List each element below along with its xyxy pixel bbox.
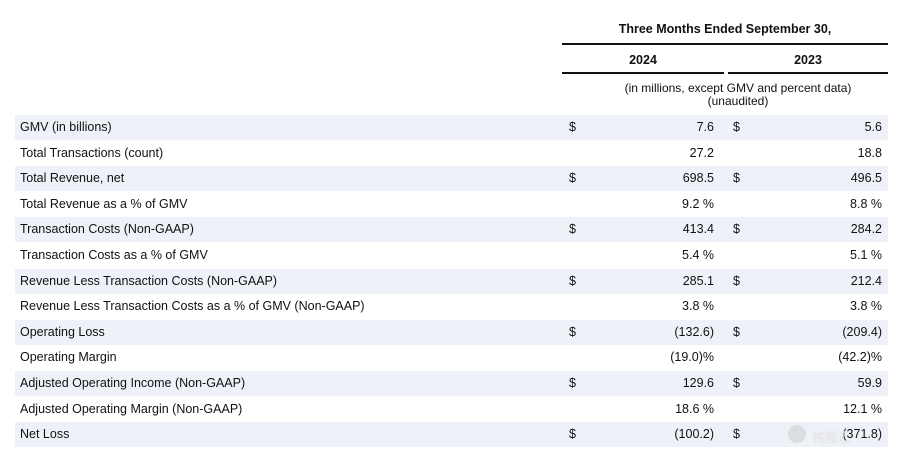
value-2023: (371.8) bbox=[842, 427, 882, 442]
value-2024: 18.6 % bbox=[675, 401, 714, 416]
value-2024: (132.6) bbox=[674, 324, 714, 339]
value-2024: (100.2) bbox=[674, 427, 714, 442]
row-label: Operating Loss bbox=[20, 324, 105, 339]
table-row: Operating Margin (19.0)% (42.2)% bbox=[15, 345, 888, 370]
table-row: Adjusted Operating Margin (Non-GAAP) 18.6… bbox=[15, 397, 888, 422]
table-row: Revenue Less Transaction Costs as a % of… bbox=[15, 294, 888, 319]
table-row: Total Transactions (count) 27.2 18.8 bbox=[15, 141, 888, 166]
value-2023: 18.8 bbox=[857, 145, 882, 160]
column-header-2024: 2024 bbox=[629, 53, 657, 67]
table-row: Total Revenue, net $698.5 $496.5 bbox=[15, 166, 888, 192]
currency-2024: $ bbox=[569, 120, 576, 134]
currency-2024: $ bbox=[569, 171, 576, 186]
table-row: Revenue Less Transaction Costs (Non-GAAP… bbox=[15, 268, 888, 294]
value-2024: 3.8 % bbox=[682, 299, 714, 314]
value-2023: 12.1 % bbox=[843, 401, 882, 416]
table-row: Operating Loss $ (132.6) $ (209.4) bbox=[15, 319, 888, 345]
table-row: GMV (in billions) $7.6 $5.6 bbox=[15, 115, 888, 140]
value-2023: 3.8 % bbox=[850, 299, 882, 314]
value-2023: 59.9 bbox=[857, 376, 882, 390]
currency-2024: $ bbox=[569, 324, 576, 339]
value-2024: 413.4 bbox=[682, 222, 714, 237]
row-label: Total Transactions (count) bbox=[20, 145, 164, 160]
row-label: Total Revenue as a % of GMV bbox=[20, 196, 188, 211]
value-2024: 5.4 % bbox=[682, 248, 714, 262]
row-label: Net Loss bbox=[20, 427, 70, 442]
currency-2023: $ bbox=[733, 273, 740, 288]
currency-2023: $ bbox=[733, 120, 740, 134]
currency-2023: $ bbox=[733, 427, 740, 442]
units-note-line1: (in millions, except GMV and percent dat… bbox=[624, 81, 852, 95]
units-note: (in millions, except GMV and percent dat… bbox=[588, 82, 888, 108]
currency-2024: $ bbox=[569, 222, 576, 237]
period-header: Three Months Ended September 30, bbox=[618, 22, 832, 36]
value-2023: (209.4) bbox=[842, 324, 882, 339]
watermark-logo-icon bbox=[788, 425, 806, 443]
currency-2023: $ bbox=[733, 324, 740, 339]
currency-2024: $ bbox=[569, 376, 576, 390]
value-2023: (42.2)% bbox=[838, 350, 882, 365]
column-rule-2023 bbox=[728, 72, 888, 74]
value-2023: 496.5 bbox=[850, 171, 882, 186]
value-2024: 698.5 bbox=[682, 171, 714, 186]
value-2024: 129.6 bbox=[682, 376, 714, 390]
row-label: Revenue Less Transaction Costs (Non-GAAP… bbox=[20, 273, 278, 288]
row-label: Total Revenue, net bbox=[20, 171, 125, 186]
table-row: Transaction Costs as a % of GMV 5.4 % 5.1 … bbox=[15, 243, 888, 268]
currency-2023: $ bbox=[733, 222, 740, 237]
value-2023: 5.6 bbox=[864, 120, 882, 134]
value-2024: 27.2 bbox=[689, 145, 714, 160]
value-2023: 5.1 % bbox=[850, 248, 882, 262]
column-header-2023: 2023 bbox=[794, 53, 822, 67]
table-row: Adjusted Operating Income (Non-GAAP) $129… bbox=[15, 371, 888, 396]
value-2024: 285.1 bbox=[682, 273, 714, 288]
currency-2024: $ bbox=[569, 427, 576, 442]
currency-2023: $ bbox=[733, 376, 740, 390]
table-row: Net Loss $ (100.2) $ (371.8) bbox=[15, 422, 888, 448]
table-row: Transaction Costs (Non-GAAP) $413.4 $284.2 bbox=[15, 217, 888, 243]
value-2023: 212.4 bbox=[850, 273, 882, 288]
watermark-text: 格隆汇 bbox=[812, 430, 852, 445]
currency-2024: $ bbox=[569, 273, 576, 288]
value-2023: 8.8 % bbox=[850, 196, 882, 211]
value-2023: 284.2 bbox=[850, 222, 882, 237]
period-header-rule bbox=[562, 43, 888, 45]
row-label: Adjusted Operating Income (Non-GAAP) bbox=[20, 376, 246, 390]
value-2024: (19.0)% bbox=[670, 350, 714, 365]
row-label: Adjusted Operating Margin (Non-GAAP) bbox=[20, 401, 243, 416]
value-2024: 9.2 % bbox=[682, 196, 714, 211]
currency-2023: $ bbox=[733, 171, 740, 186]
column-rule-2024 bbox=[562, 72, 724, 74]
row-label: Transaction Costs as a % of GMV bbox=[20, 248, 208, 262]
row-label: Operating Margin bbox=[20, 350, 117, 365]
watermark: 格隆汇 bbox=[788, 423, 878, 449]
value-2024: 7.6 bbox=[696, 120, 714, 134]
units-note-line2: (unaudited) bbox=[707, 94, 769, 108]
table-row: Total Revenue as a % of GMV 9.2 % 8.8 % bbox=[15, 192, 888, 217]
row-label: GMV (in billions) bbox=[20, 120, 112, 134]
row-label: Revenue Less Transaction Costs as a % of… bbox=[20, 299, 365, 314]
row-label: Transaction Costs (Non-GAAP) bbox=[20, 222, 194, 237]
